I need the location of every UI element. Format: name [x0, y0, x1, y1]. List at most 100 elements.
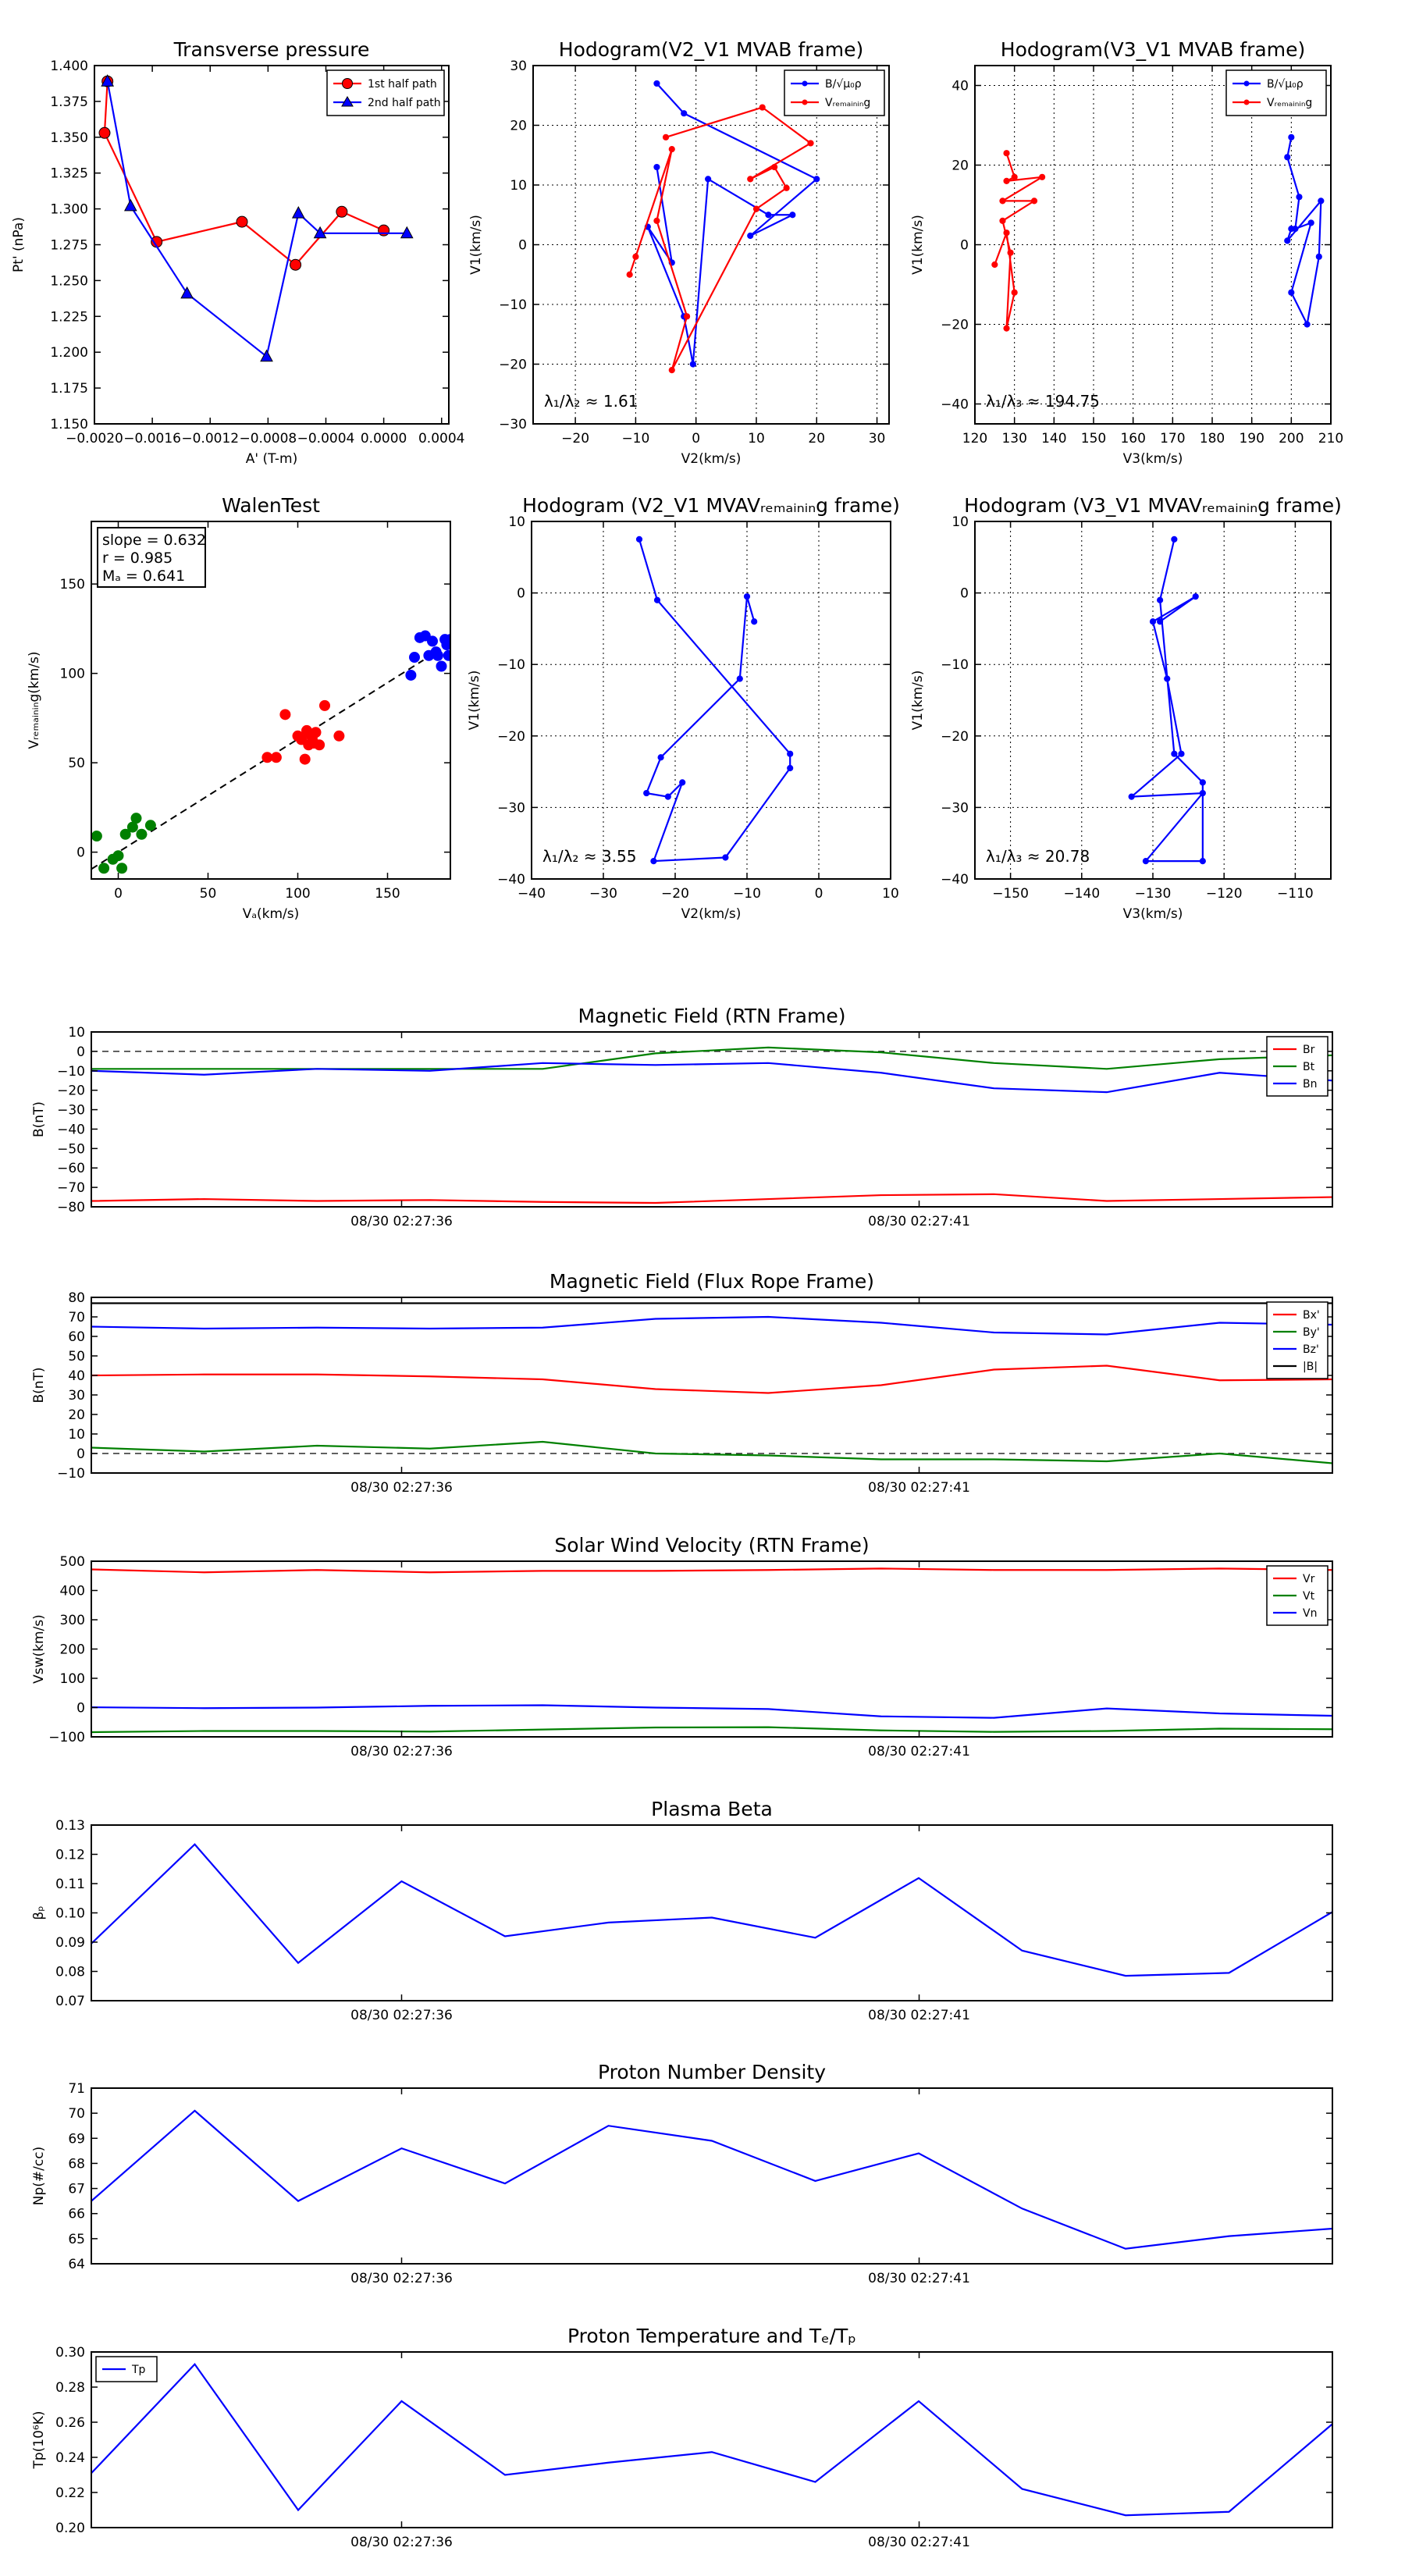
- y-tick-label: 0.30: [55, 2345, 85, 2361]
- data-point: [123, 198, 137, 212]
- data-point: [759, 104, 766, 111]
- data-point: [736, 675, 743, 682]
- panel-hodo4: −150 −140 −130 −120 −110 −40 −30 −20 −10 0 10Hodog…: [910, 494, 1342, 922]
- y-tick-label: 1.375: [50, 94, 88, 110]
- y-tick-label: 1.400: [50, 59, 88, 74]
- data-point: [1003, 325, 1010, 332]
- x-tick-label: 160: [1120, 431, 1145, 447]
- panel-title: Proton Temperature and Tₑ/Tₚ: [567, 2325, 856, 2347]
- data-point: [679, 779, 686, 786]
- stats-line: slope = 0.632: [102, 532, 206, 549]
- data-layer: [1128, 535, 1206, 865]
- data-point: [1164, 675, 1171, 682]
- y-tick-label: −20: [941, 729, 969, 745]
- data-point: [705, 176, 712, 183]
- data-layer: [635, 535, 794, 865]
- y-tick-label: 67: [68, 2182, 85, 2197]
- y-tick-label: −40: [941, 397, 969, 413]
- data-layer: [991, 133, 1325, 332]
- series-0: [98, 75, 390, 271]
- x-axis-label: V3(km/s): [1123, 451, 1183, 467]
- data-layer: [91, 1046, 1332, 1204]
- y-tick-label: 0.10: [55, 1906, 85, 1922]
- data-point: [1307, 219, 1314, 226]
- data-point: [270, 752, 282, 763]
- data-point: [653, 596, 661, 603]
- panel-title: Solar Wind Velocity (RTN Frame): [554, 1534, 869, 1557]
- y-tick-label: 0: [76, 1701, 85, 1717]
- series-line-beta: [91, 1843, 1332, 1977]
- data-point: [405, 669, 417, 681]
- data-point: [432, 649, 443, 661]
- y-tick-label: 1.250: [50, 273, 88, 289]
- series-1: [626, 104, 814, 374]
- y-axis-label: Np(#/cc): [31, 2147, 47, 2205]
- legend-label: Bz': [1303, 1343, 1319, 1356]
- legend-label: Vr: [1303, 1573, 1315, 1585]
- y-tick-label: 10: [68, 1025, 85, 1041]
- y-tick-label: −10: [57, 1064, 85, 1080]
- data-point: [180, 286, 194, 299]
- data-point: [747, 176, 754, 183]
- data-point: [116, 863, 128, 874]
- panel-title: Hodogram (V2_V1 MVAVᵣₑₘₐᵢₙᵢₙg frame): [522, 494, 900, 517]
- data-point: [771, 163, 778, 171]
- data-point: [813, 176, 820, 183]
- data-point: [1199, 858, 1206, 865]
- data-point: [1157, 596, 1164, 603]
- y-tick-label: 65: [68, 2232, 85, 2247]
- x-tick-label: 08/30 02:27:41: [868, 1480, 970, 1496]
- series-line-bt: [91, 1046, 1332, 1070]
- x-tick-label: 0: [114, 886, 123, 902]
- data-layer: [98, 74, 414, 362]
- data-point: [319, 699, 330, 711]
- axes-frame: [91, 521, 451, 880]
- y-tick-label: 64: [68, 2257, 85, 2272]
- y-tick-label: 400: [60, 1584, 85, 1599]
- data-layer: [91, 1843, 1332, 1977]
- legend-box: [326, 69, 445, 116]
- eigenvalue-annotation: λ₁/λ₃ ≈ 194.75: [986, 392, 1100, 411]
- y-tick-label: −20: [499, 358, 527, 373]
- data-point: [787, 764, 794, 772]
- y-tick-label: 500: [60, 1554, 85, 1570]
- x-tick-label: 08/30 02:27:36: [350, 2271, 453, 2286]
- eigenvalue-annotation: λ₁/λ₃ ≈ 20.78: [986, 847, 1090, 866]
- data-point: [290, 258, 302, 271]
- data-point: [765, 212, 772, 219]
- data-point: [409, 652, 420, 664]
- y-tick-label: 50: [68, 756, 85, 771]
- x-tick-label: 0: [692, 431, 700, 447]
- x-tick-label: 170: [1160, 431, 1185, 447]
- y-tick-label: 80: [68, 1290, 85, 1306]
- panel-tp: 0.20 0.22 0.24 0.26 0.28 0.30 08/30 02:27:36 08…: [31, 2325, 1333, 2550]
- legend-label: Vt: [1303, 1590, 1315, 1603]
- data-point: [291, 206, 305, 219]
- data-point: [752, 205, 760, 212]
- data-point: [1142, 858, 1149, 865]
- x-tick-label: 190: [1239, 431, 1264, 447]
- legend-marker: [802, 99, 808, 105]
- panel-title: Proton Number Density: [598, 2061, 826, 2083]
- y-axis-label: Vᵣₑₘₐᵢₙᵢₙg(km/s): [27, 651, 42, 749]
- y-tick-label: 0.26: [55, 2415, 85, 2431]
- data-point: [751, 618, 758, 625]
- panel-pt: −0.0020 −0.0016 −0.0012 −0.0008 −0.0004 0.000…: [11, 38, 464, 467]
- x-axis-label: A' (T-m): [246, 451, 298, 467]
- x-tick-label: 08/30 02:27:36: [350, 1214, 453, 1229]
- y-tick-label: −20: [497, 729, 525, 745]
- data-point: [664, 793, 671, 800]
- x-tick-label: 120: [962, 431, 987, 447]
- x-tick-label: 10: [882, 886, 899, 902]
- data-point: [681, 110, 688, 117]
- data-point: [999, 217, 1006, 224]
- series-0: [1128, 535, 1206, 865]
- data-point: [336, 205, 348, 218]
- data-point: [653, 217, 660, 224]
- stats-box: [97, 527, 206, 588]
- legend-marker: [1243, 80, 1250, 87]
- stats-line: Mₐ = 0.641: [102, 568, 185, 585]
- y-tick-label: 300: [60, 1613, 85, 1628]
- y-tick-label: 1.200: [50, 345, 88, 361]
- panel-title: Magnetic Field (RTN Frame): [578, 1005, 846, 1027]
